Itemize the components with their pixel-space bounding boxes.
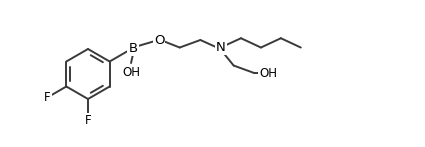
- Text: O: O: [154, 34, 164, 46]
- Text: OH: OH: [259, 67, 278, 80]
- Text: F: F: [44, 91, 51, 104]
- Text: F: F: [85, 115, 91, 127]
- Text: N: N: [216, 41, 226, 54]
- Text: OH: OH: [122, 66, 140, 78]
- Text: B: B: [128, 41, 138, 55]
